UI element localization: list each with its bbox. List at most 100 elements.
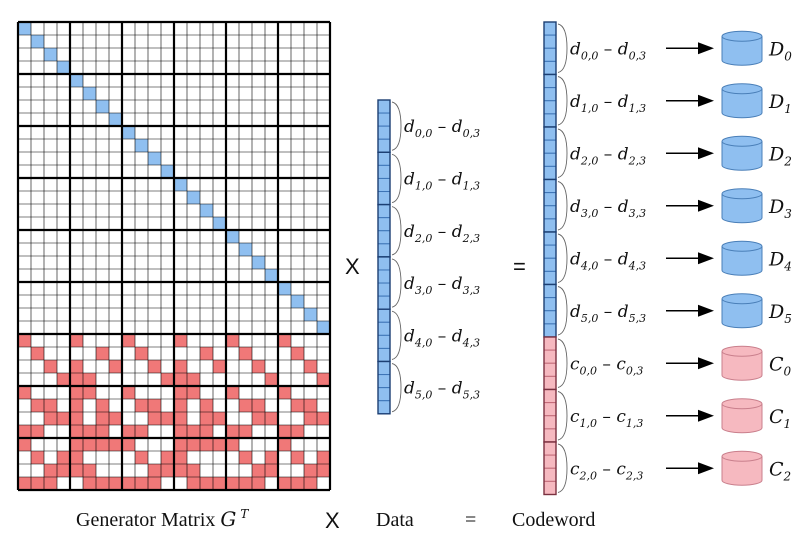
parity-cell [135,477,148,490]
parity-cell [252,412,265,425]
parity-cell [70,425,83,438]
data-cell [377,151,391,166]
codeword-row-label: d3,0 – d3,3 [570,197,646,220]
codeword-row-label: c1,0 – c1,3 [570,407,643,430]
parity-cell [304,360,317,373]
disk-label: C1 [769,406,791,431]
parity-cell [70,373,83,386]
parity-cell [96,477,109,490]
parity-cell [291,347,304,360]
disk-label: D2 [768,143,792,168]
parity-cell [213,360,226,373]
codeword-cell [543,47,557,62]
parity-cell [239,425,252,438]
parity-cell [226,334,239,347]
codeword-cell [543,323,557,338]
arrowhead [698,357,714,370]
parity-cell [135,451,148,464]
identity-cell [57,61,70,74]
identity-cell [109,113,122,126]
parity-cell [265,464,278,477]
parity-cell [148,360,161,373]
parity-cell [213,438,226,451]
parity-cell [70,360,83,373]
parity-cell [213,477,226,490]
data-cell [377,99,391,114]
codeword-cell [543,415,557,430]
brace [557,443,568,493]
data-block [377,360,391,415]
parity-cell [135,347,148,360]
codeword-cell [543,284,557,299]
data-disk-icon [721,246,763,276]
parity-cell [18,477,31,490]
data-cell [377,177,391,193]
data-vector: d0,0 – d0,3 d1,0 – d1,3 d2,0 – d2,3 d3,0 – … [377,99,480,415]
parity-cell [70,438,83,451]
data-disk-icon [721,88,763,119]
parity-cell [304,464,317,477]
parity-cell [96,425,109,438]
codeword-cell [543,34,557,49]
parity-cell [265,451,278,464]
parity-cell [44,464,57,477]
data-row-label: d4,0 – d4,3 [404,326,480,349]
parity-disk-icon [721,456,763,486]
parity-cell [239,347,252,360]
parity-cell [70,386,83,399]
parity-cell [200,399,213,412]
codeword-cell [543,21,557,36]
parity-cell [31,477,44,490]
codeword-cell [543,257,557,272]
codeword-cell [543,336,557,351]
data-cell [377,361,391,376]
codeword-caption: Codeword [512,509,595,531]
parity-cell [148,477,161,490]
parity-cell [148,412,161,425]
data-row-label: d3,0 – d3,3 [404,274,480,297]
parity-cell [109,438,122,451]
parity-cell [174,373,187,386]
parity-cell [278,425,291,438]
brace [557,128,568,178]
parity-cell [304,399,317,412]
parity-cell [278,477,291,490]
identity-cell [200,204,213,217]
codeword-cell [543,60,557,75]
parity-cell [174,399,187,412]
identity-cell [265,269,278,282]
brace [391,363,402,413]
parity-cell [70,334,83,347]
identity-cell [187,191,200,204]
parity-cell [96,438,109,451]
identity-cell [317,321,330,334]
data-cell [377,112,391,127]
codeword-cell [543,74,557,89]
parity-disk-icon [721,351,763,381]
parity-cell [174,464,187,477]
data-cell [377,400,391,415]
codeword-cell [543,389,557,404]
parity-cell [291,399,304,412]
codeword-cell [543,179,557,194]
codeword-cell [543,165,557,180]
data-disk-icon [721,36,763,66]
parity-cell [278,334,291,347]
parity-cell [200,425,213,438]
identity-cell [161,165,174,178]
codeword-cell [543,126,557,141]
arrowhead [698,409,714,422]
parity-cell [44,360,57,373]
data-cell [377,295,391,310]
brace [391,153,402,204]
data-cell [377,347,391,362]
parity-cell [304,477,317,490]
disk-top-icon [721,188,763,200]
parity-cell [304,412,317,425]
identity-cell [96,100,109,113]
parity-cell [83,373,96,386]
brace [557,76,568,126]
data-row-label: d1,0 – d1,3 [404,169,480,192]
parity-cell [31,347,44,360]
